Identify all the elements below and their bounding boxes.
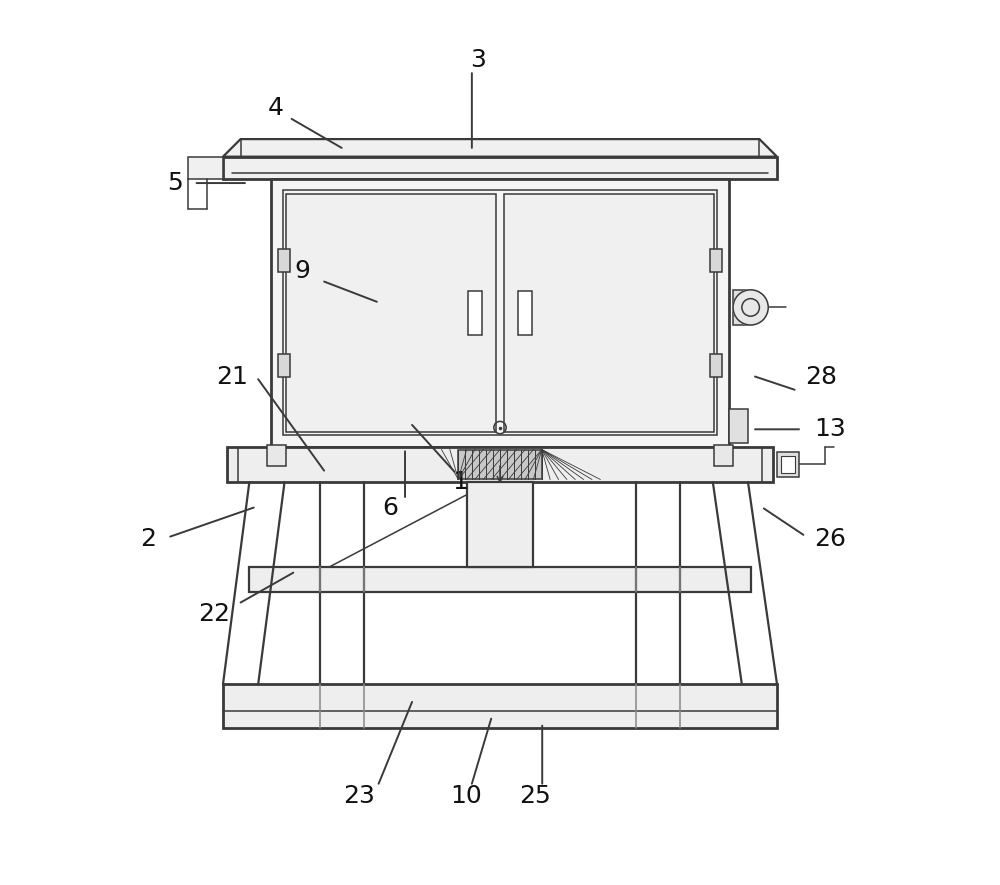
Bar bbox=[729, 409, 748, 442]
Bar bbox=[777, 452, 799, 477]
Text: 5: 5 bbox=[167, 171, 182, 195]
Bar bbox=[504, 194, 714, 432]
Bar bbox=[227, 447, 773, 482]
Bar bbox=[286, 194, 496, 432]
Text: 9: 9 bbox=[294, 259, 310, 283]
Bar bbox=[188, 157, 223, 179]
Text: 13: 13 bbox=[814, 418, 846, 442]
Bar bbox=[223, 157, 777, 179]
Bar bbox=[249, 567, 751, 592]
Text: 26: 26 bbox=[814, 527, 846, 551]
Text: 23: 23 bbox=[343, 784, 375, 808]
Bar bbox=[267, 445, 286, 466]
Text: 3: 3 bbox=[470, 48, 486, 72]
Bar bbox=[468, 291, 482, 335]
Bar bbox=[283, 190, 717, 435]
Bar bbox=[467, 482, 533, 567]
Text: 22: 22 bbox=[198, 602, 230, 626]
Polygon shape bbox=[223, 139, 777, 157]
Bar bbox=[271, 179, 729, 447]
Circle shape bbox=[733, 289, 768, 325]
Bar bbox=[710, 354, 722, 377]
Bar bbox=[781, 456, 795, 473]
Bar bbox=[223, 684, 777, 728]
Bar bbox=[278, 249, 290, 272]
Bar bbox=[733, 289, 751, 325]
Text: 25: 25 bbox=[519, 784, 551, 808]
Bar bbox=[458, 450, 542, 480]
Text: 6: 6 bbox=[382, 496, 398, 520]
Bar bbox=[518, 291, 532, 335]
Text: 2: 2 bbox=[140, 527, 156, 551]
Bar bbox=[714, 445, 733, 466]
Text: 1: 1 bbox=[452, 470, 468, 494]
Text: 4: 4 bbox=[268, 96, 284, 120]
Text: 21: 21 bbox=[216, 365, 248, 389]
Text: 28: 28 bbox=[805, 365, 837, 389]
Bar bbox=[710, 249, 722, 272]
Text: 10: 10 bbox=[451, 784, 482, 808]
Bar bbox=[278, 354, 290, 377]
